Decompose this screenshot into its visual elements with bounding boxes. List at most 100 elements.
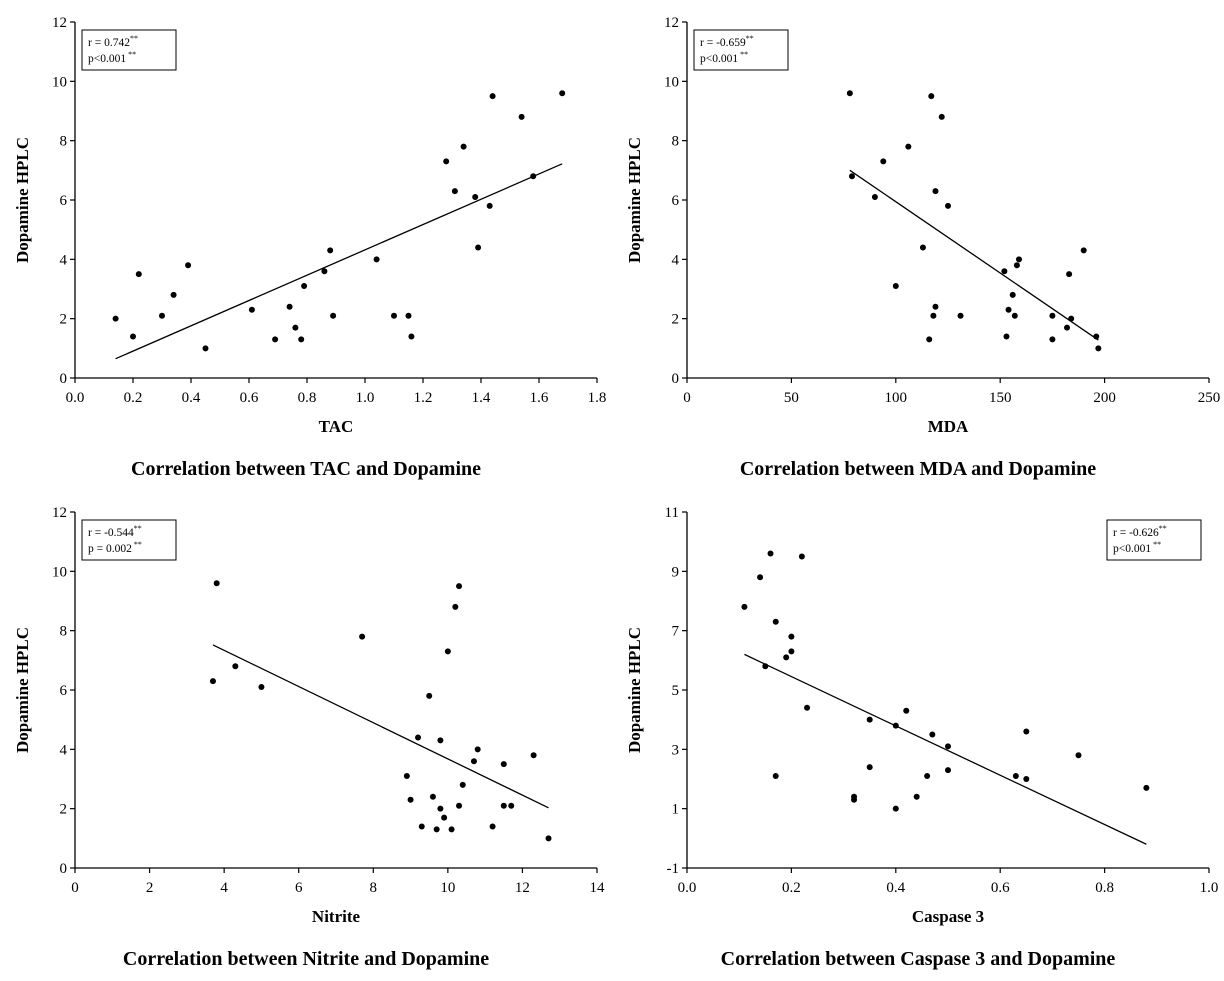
y-tick-label: 10	[52, 564, 67, 580]
data-point	[1015, 256, 1022, 263]
x-tick-label: 1.0	[356, 390, 375, 406]
data-point	[415, 734, 422, 741]
data-point	[1005, 306, 1012, 313]
data-point	[919, 244, 926, 251]
data-point	[301, 283, 308, 290]
significance-marker: **	[738, 50, 748, 59]
data-point	[741, 603, 748, 610]
data-point	[292, 324, 299, 331]
y-tick-label: 4	[672, 252, 680, 268]
data-point	[932, 303, 939, 310]
data-point	[848, 173, 855, 180]
data-point	[1066, 271, 1073, 278]
data-point	[804, 704, 811, 711]
data-point	[444, 648, 451, 655]
y-tick-label: 6	[672, 193, 680, 209]
data-point	[441, 814, 448, 821]
data-point	[866, 764, 873, 771]
data-point	[798, 553, 805, 560]
correlation-coefficient: r = 0.742**	[88, 34, 138, 49]
chart-caption: Correlation between MDA and Dopamine	[739, 458, 1097, 480]
data-point	[1009, 291, 1016, 298]
data-point	[892, 805, 899, 812]
x-tick-label: 1.6	[530, 390, 549, 406]
data-point	[1023, 728, 1030, 735]
y-tick-label: 4	[60, 742, 68, 758]
data-point	[202, 345, 209, 352]
data-point	[486, 202, 493, 209]
trend-line	[744, 653, 1147, 845]
y-tick-label: 8	[672, 134, 680, 150]
data-point	[443, 158, 450, 165]
x-tick-label: 1.4	[472, 390, 491, 406]
x-tick-label: 0.2	[782, 880, 801, 896]
x-tick-label: 0.4	[182, 390, 201, 406]
data-point	[880, 158, 887, 165]
data-point	[892, 722, 899, 729]
correlation-coefficient: r = -0.544**	[88, 524, 142, 539]
x-tick-label: 12	[515, 880, 530, 896]
tac-dopamine-scatter-plot: 0 2 4 6 8 10 12 0.0 0.2 0.4 0.6 0.8 1.0 1.2 1.4 1.6 1.8 T…	[13, 15, 606, 436]
y-axis-title: Dopamine HPLC	[625, 627, 644, 753]
x-tick-label: 0.6	[240, 390, 259, 406]
data-point	[170, 291, 177, 298]
x-tick-label: 100	[885, 390, 908, 406]
y-tick-label: 8	[60, 134, 68, 150]
data-point	[945, 767, 951, 774]
data-point	[1011, 312, 1018, 319]
data-point	[460, 143, 467, 150]
x-axis-title: MDA	[928, 417, 969, 436]
significance-marker: **	[130, 34, 138, 43]
chart-panel-mda: 0 2 4 6 8 10 12 0 50 100 150 200 250 MDA Dopamine HPLC…	[612, 0, 1224, 490]
x-tick-label: 1.2	[414, 390, 433, 406]
data-point	[559, 90, 566, 97]
y-tick-label: 0	[60, 861, 68, 877]
stats-box	[1106, 519, 1202, 561]
data-point	[788, 633, 795, 640]
p-value: p<0.001 **	[88, 50, 136, 65]
data-point	[321, 268, 328, 275]
chart-panel-tac: 0 2 4 6 8 10 12 0.0 0.2 0.4 0.6 0.8 1.0 1.2 1.4 1.6 1.8 T…	[0, 0, 612, 490]
data-point	[298, 336, 305, 343]
x-tick-label: 0.0	[66, 390, 85, 406]
x-axis-title: TAC	[319, 417, 354, 436]
data-point	[928, 93, 935, 100]
x-tick-label: 0.4	[886, 880, 905, 896]
data-point	[945, 202, 951, 209]
significance-marker: **	[134, 524, 142, 533]
data-point	[258, 684, 265, 691]
data-point	[957, 312, 964, 319]
data-point	[185, 262, 192, 269]
y-tick-label: 2	[60, 802, 68, 818]
data-point	[1013, 262, 1020, 269]
significance-marker: **	[1151, 540, 1161, 549]
data-point	[429, 793, 436, 800]
data-point	[474, 746, 481, 753]
x-tick-label: 0	[71, 880, 79, 896]
data-point	[851, 796, 858, 803]
x-tick-label: 250	[1198, 390, 1221, 406]
data-point	[913, 793, 920, 800]
data-point	[456, 583, 463, 590]
y-tick-label: 7	[672, 624, 680, 640]
y-tick-label: 0	[672, 371, 680, 387]
data-point	[391, 312, 397, 319]
y-tick-label: 10	[52, 74, 67, 90]
data-point	[470, 758, 477, 765]
data-point	[330, 312, 337, 319]
y-tick-label: 2	[60, 312, 68, 328]
data-point	[772, 773, 779, 780]
data-point	[866, 716, 873, 723]
data-point	[452, 603, 459, 610]
data-point	[451, 188, 458, 195]
data-point	[926, 336, 933, 343]
data-point	[905, 143, 912, 150]
chart-caption: Correlation between Caspase 3 and Dopami…	[720, 948, 1116, 970]
data-point	[135, 271, 142, 278]
data-point	[929, 731, 936, 738]
chart-panel-caspase3: -1 1 3 5 7 9 11 0.0 0.2 0.4 0.6 0.8 1.0 Caspase 3 Dopa…	[612, 490, 1224, 980]
p-value: p<0.001 **	[700, 50, 748, 65]
y-tick-label: 10	[664, 74, 679, 90]
data-point	[475, 244, 482, 251]
data-point	[788, 648, 795, 655]
